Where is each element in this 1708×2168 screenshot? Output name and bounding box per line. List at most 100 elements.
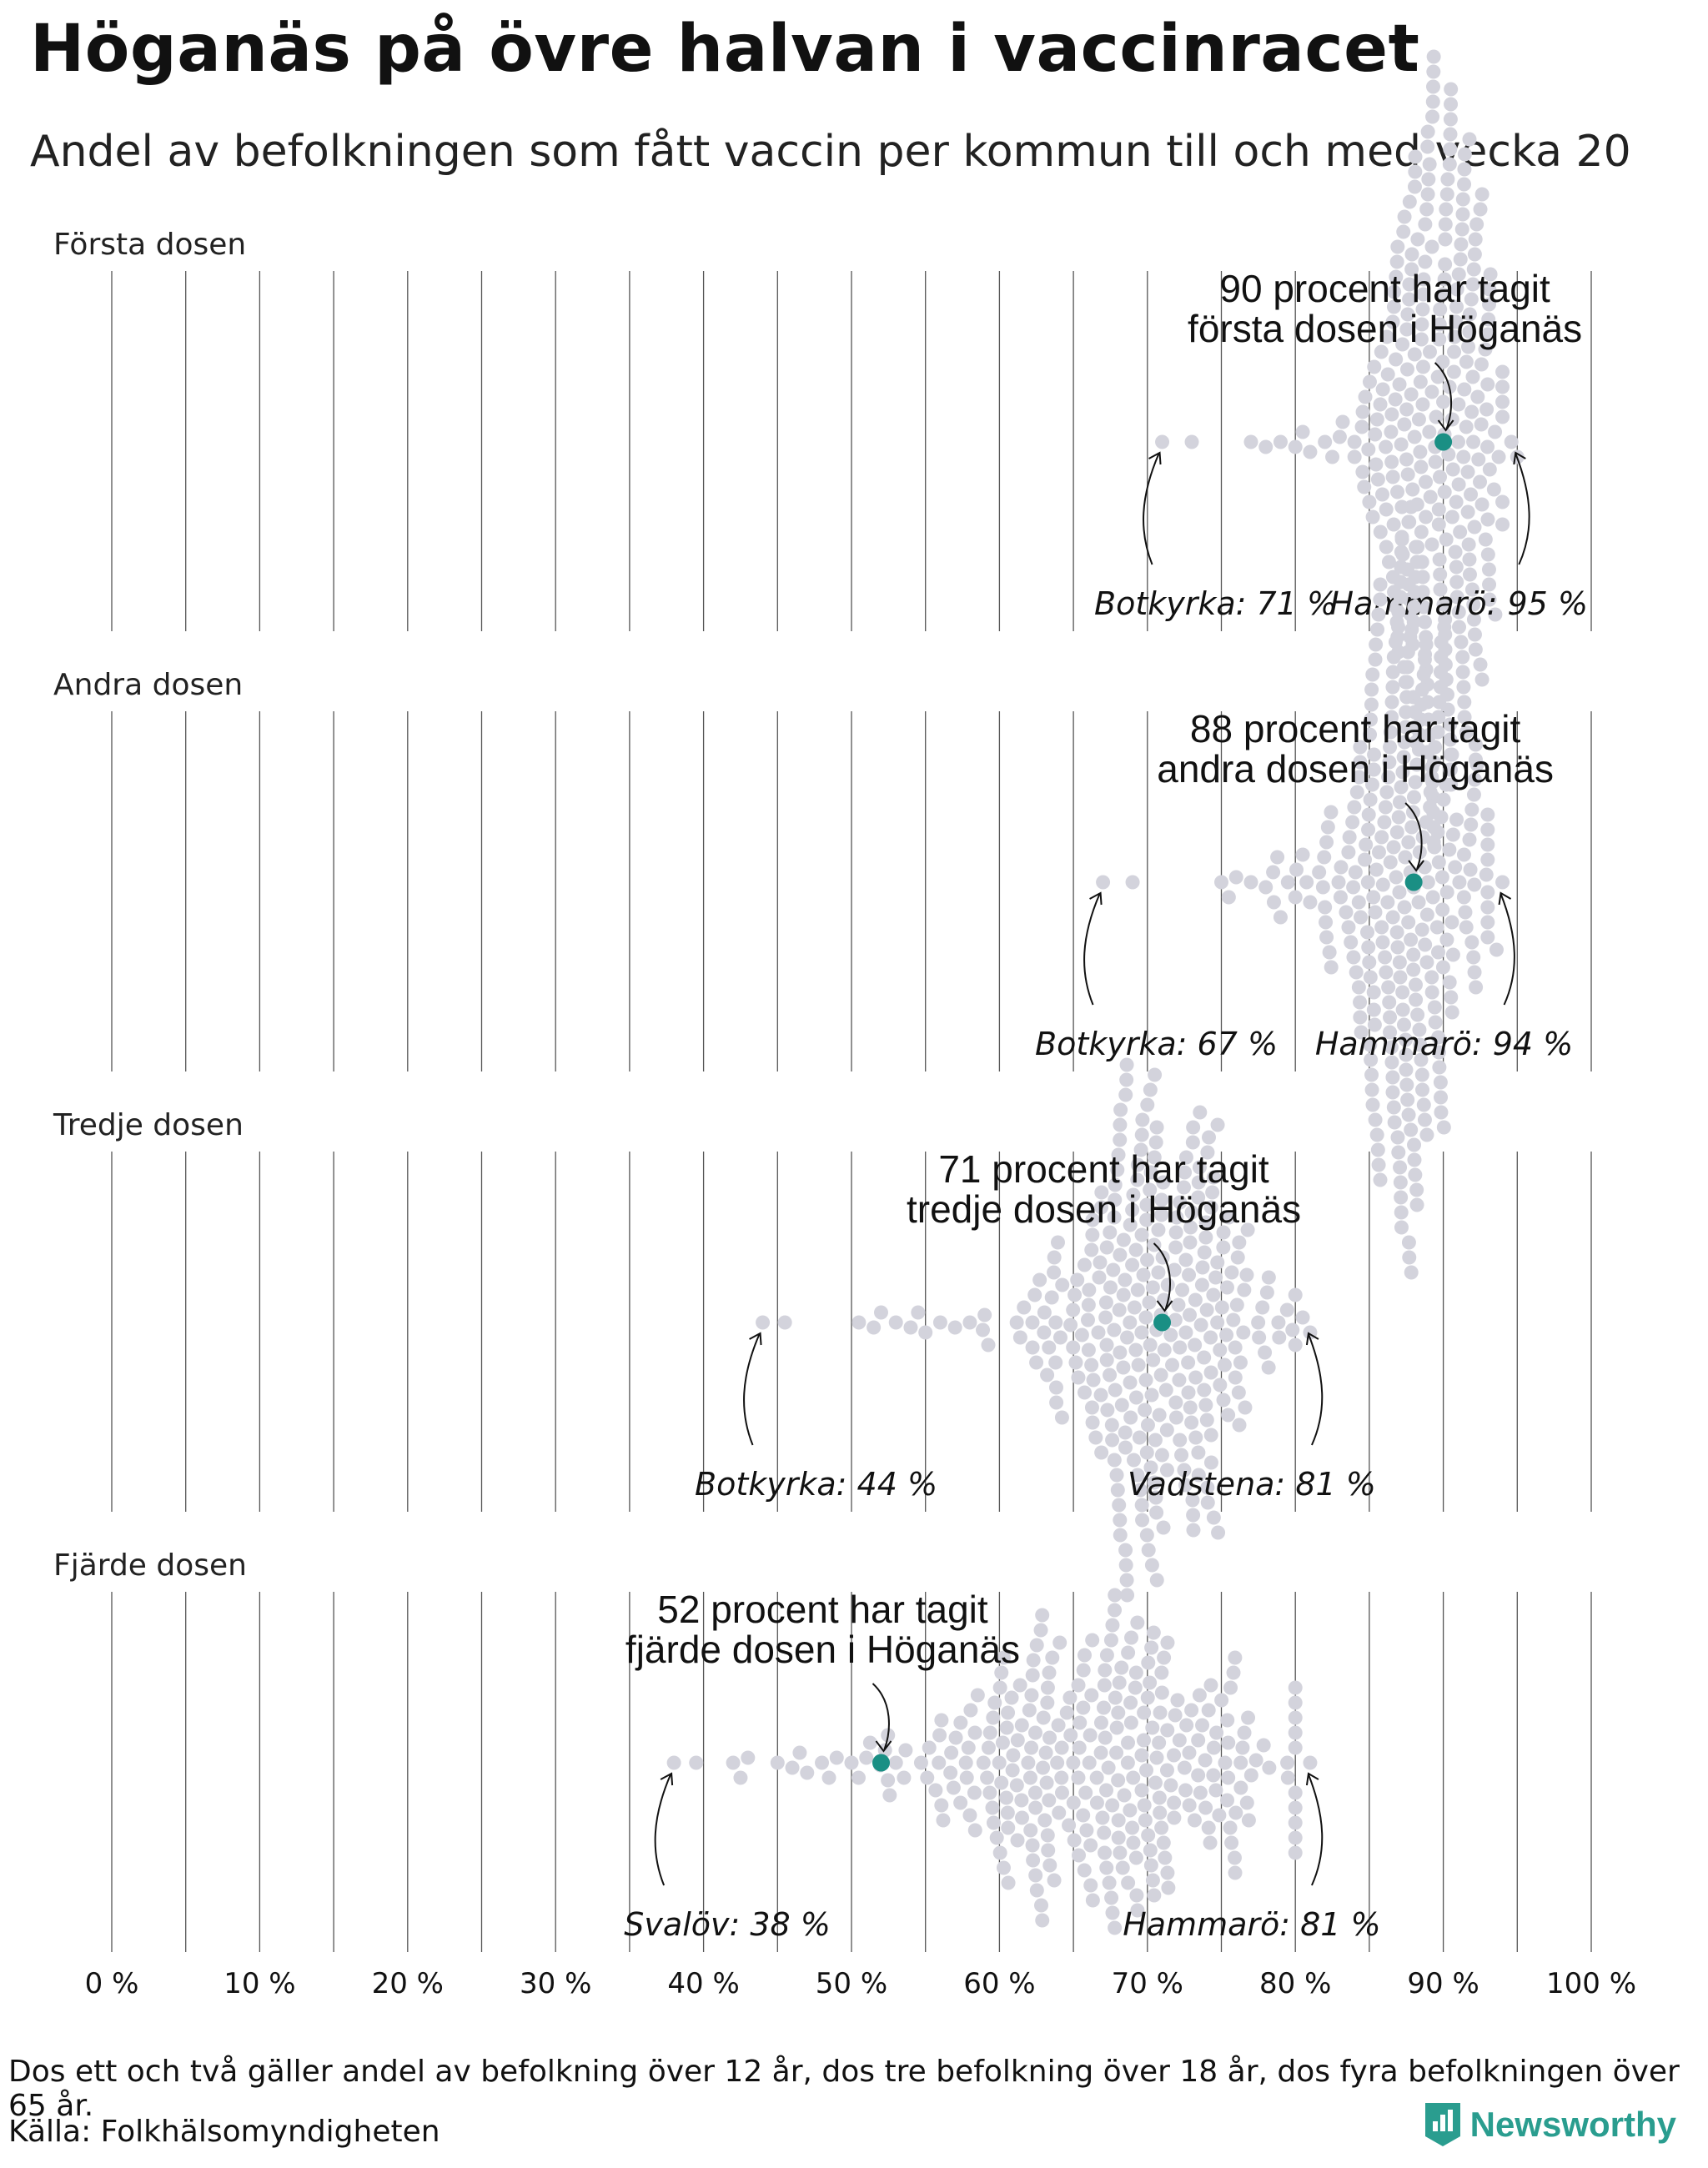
data-point — [1106, 1262, 1121, 1277]
data-point — [1325, 449, 1340, 464]
data-point — [1399, 1062, 1414, 1077]
data-point — [1379, 439, 1394, 454]
data-point — [1424, 384, 1439, 399]
data-point — [1288, 1800, 1303, 1815]
data-point — [1480, 930, 1495, 945]
data-point — [994, 1775, 1009, 1790]
data-point — [1367, 1017, 1382, 1032]
data-point — [1452, 620, 1467, 635]
data-point — [1386, 517, 1401, 532]
data-point — [1404, 1122, 1419, 1137]
data-point — [1258, 439, 1273, 454]
data-point — [1369, 862, 1384, 877]
data-point — [1391, 620, 1406, 635]
data-point — [1386, 1100, 1401, 1115]
data-point — [1185, 1493, 1200, 1508]
data-point — [1176, 1180, 1191, 1195]
data-point — [1288, 890, 1303, 905]
data-point — [1404, 1265, 1419, 1280]
data-point — [1054, 1785, 1069, 1800]
data-point — [1347, 449, 1362, 464]
data-point — [1134, 1127, 1149, 1142]
data-point — [1359, 837, 1374, 852]
data-point — [1161, 1880, 1176, 1895]
data-point — [982, 1725, 997, 1740]
data-point — [1436, 792, 1451, 807]
data-point — [1206, 1510, 1221, 1525]
data-point — [1280, 1755, 1295, 1770]
data-point — [1392, 885, 1407, 900]
data-point — [770, 1755, 785, 1770]
data-point — [1470, 389, 1485, 404]
data-point — [1377, 815, 1392, 830]
data-point — [1480, 837, 1495, 852]
data-point — [1468, 232, 1483, 247]
data-point — [1198, 1230, 1213, 1245]
data-point — [1463, 862, 1478, 877]
data-point — [1152, 1735, 1167, 1750]
data-point — [1455, 192, 1470, 207]
data-point — [1077, 1648, 1092, 1663]
data-point — [1434, 1105, 1449, 1120]
data-point — [989, 1830, 1004, 1845]
data-point — [1108, 1690, 1123, 1705]
data-point — [1367, 359, 1382, 374]
data-point — [785, 1760, 800, 1775]
data-point — [666, 1755, 681, 1770]
data-point — [1113, 1247, 1128, 1262]
data-point — [1443, 732, 1458, 747]
data-point — [1116, 1360, 1131, 1375]
data-point — [1178, 1252, 1193, 1267]
data-point — [1288, 1815, 1303, 1830]
data-point — [903, 1320, 918, 1335]
data-point — [1395, 337, 1410, 352]
data-point — [1179, 1718, 1194, 1733]
data-point — [1115, 1860, 1130, 1875]
data-point — [1170, 1693, 1185, 1708]
data-point — [1221, 1770, 1236, 1785]
data-point — [1468, 737, 1483, 752]
data-point — [1066, 1340, 1081, 1355]
data-point — [1424, 239, 1439, 254]
data-point — [898, 1743, 913, 1758]
data-point — [1272, 1330, 1287, 1345]
data-point — [1153, 1368, 1168, 1383]
data-point — [1390, 940, 1405, 955]
data-point — [1392, 955, 1407, 970]
data-point — [1096, 1700, 1111, 1715]
data-point — [1193, 1317, 1208, 1332]
data-point — [1084, 1358, 1099, 1373]
data-point — [1186, 1120, 1201, 1135]
data-point — [1266, 865, 1281, 880]
data-point — [1365, 1097, 1380, 1112]
max-arrowhead — [1305, 1332, 1319, 1346]
data-point — [1408, 775, 1423, 790]
data-point — [1091, 1325, 1106, 1340]
data-point — [1439, 777, 1454, 792]
brand-logo: Newsworthy — [1424, 2103, 1676, 2146]
data-point — [1203, 1678, 1218, 1693]
data-point — [1193, 1785, 1208, 1800]
data-point — [1444, 97, 1459, 112]
data-point — [1445, 947, 1460, 962]
data-point — [1223, 1680, 1238, 1695]
annotation-arrowhead — [875, 1740, 892, 1753]
data-point — [1295, 424, 1310, 439]
data-point — [1466, 597, 1481, 612]
data-point — [1407, 179, 1422, 194]
data-point — [1431, 855, 1446, 870]
data-point — [1408, 570, 1423, 585]
data-point — [1367, 747, 1382, 762]
data-point — [1063, 1317, 1078, 1332]
data-point — [1040, 1368, 1055, 1383]
data-point — [1394, 780, 1409, 795]
data-point — [1295, 847, 1310, 862]
max-arrowhead — [1305, 1772, 1319, 1786]
data-point — [1415, 302, 1430, 317]
data-point — [1123, 1410, 1138, 1425]
data-point — [1097, 1825, 1112, 1840]
data-point — [1096, 875, 1111, 890]
data-point — [1071, 1370, 1086, 1385]
data-point — [1042, 1793, 1057, 1808]
data-point — [1495, 517, 1510, 532]
